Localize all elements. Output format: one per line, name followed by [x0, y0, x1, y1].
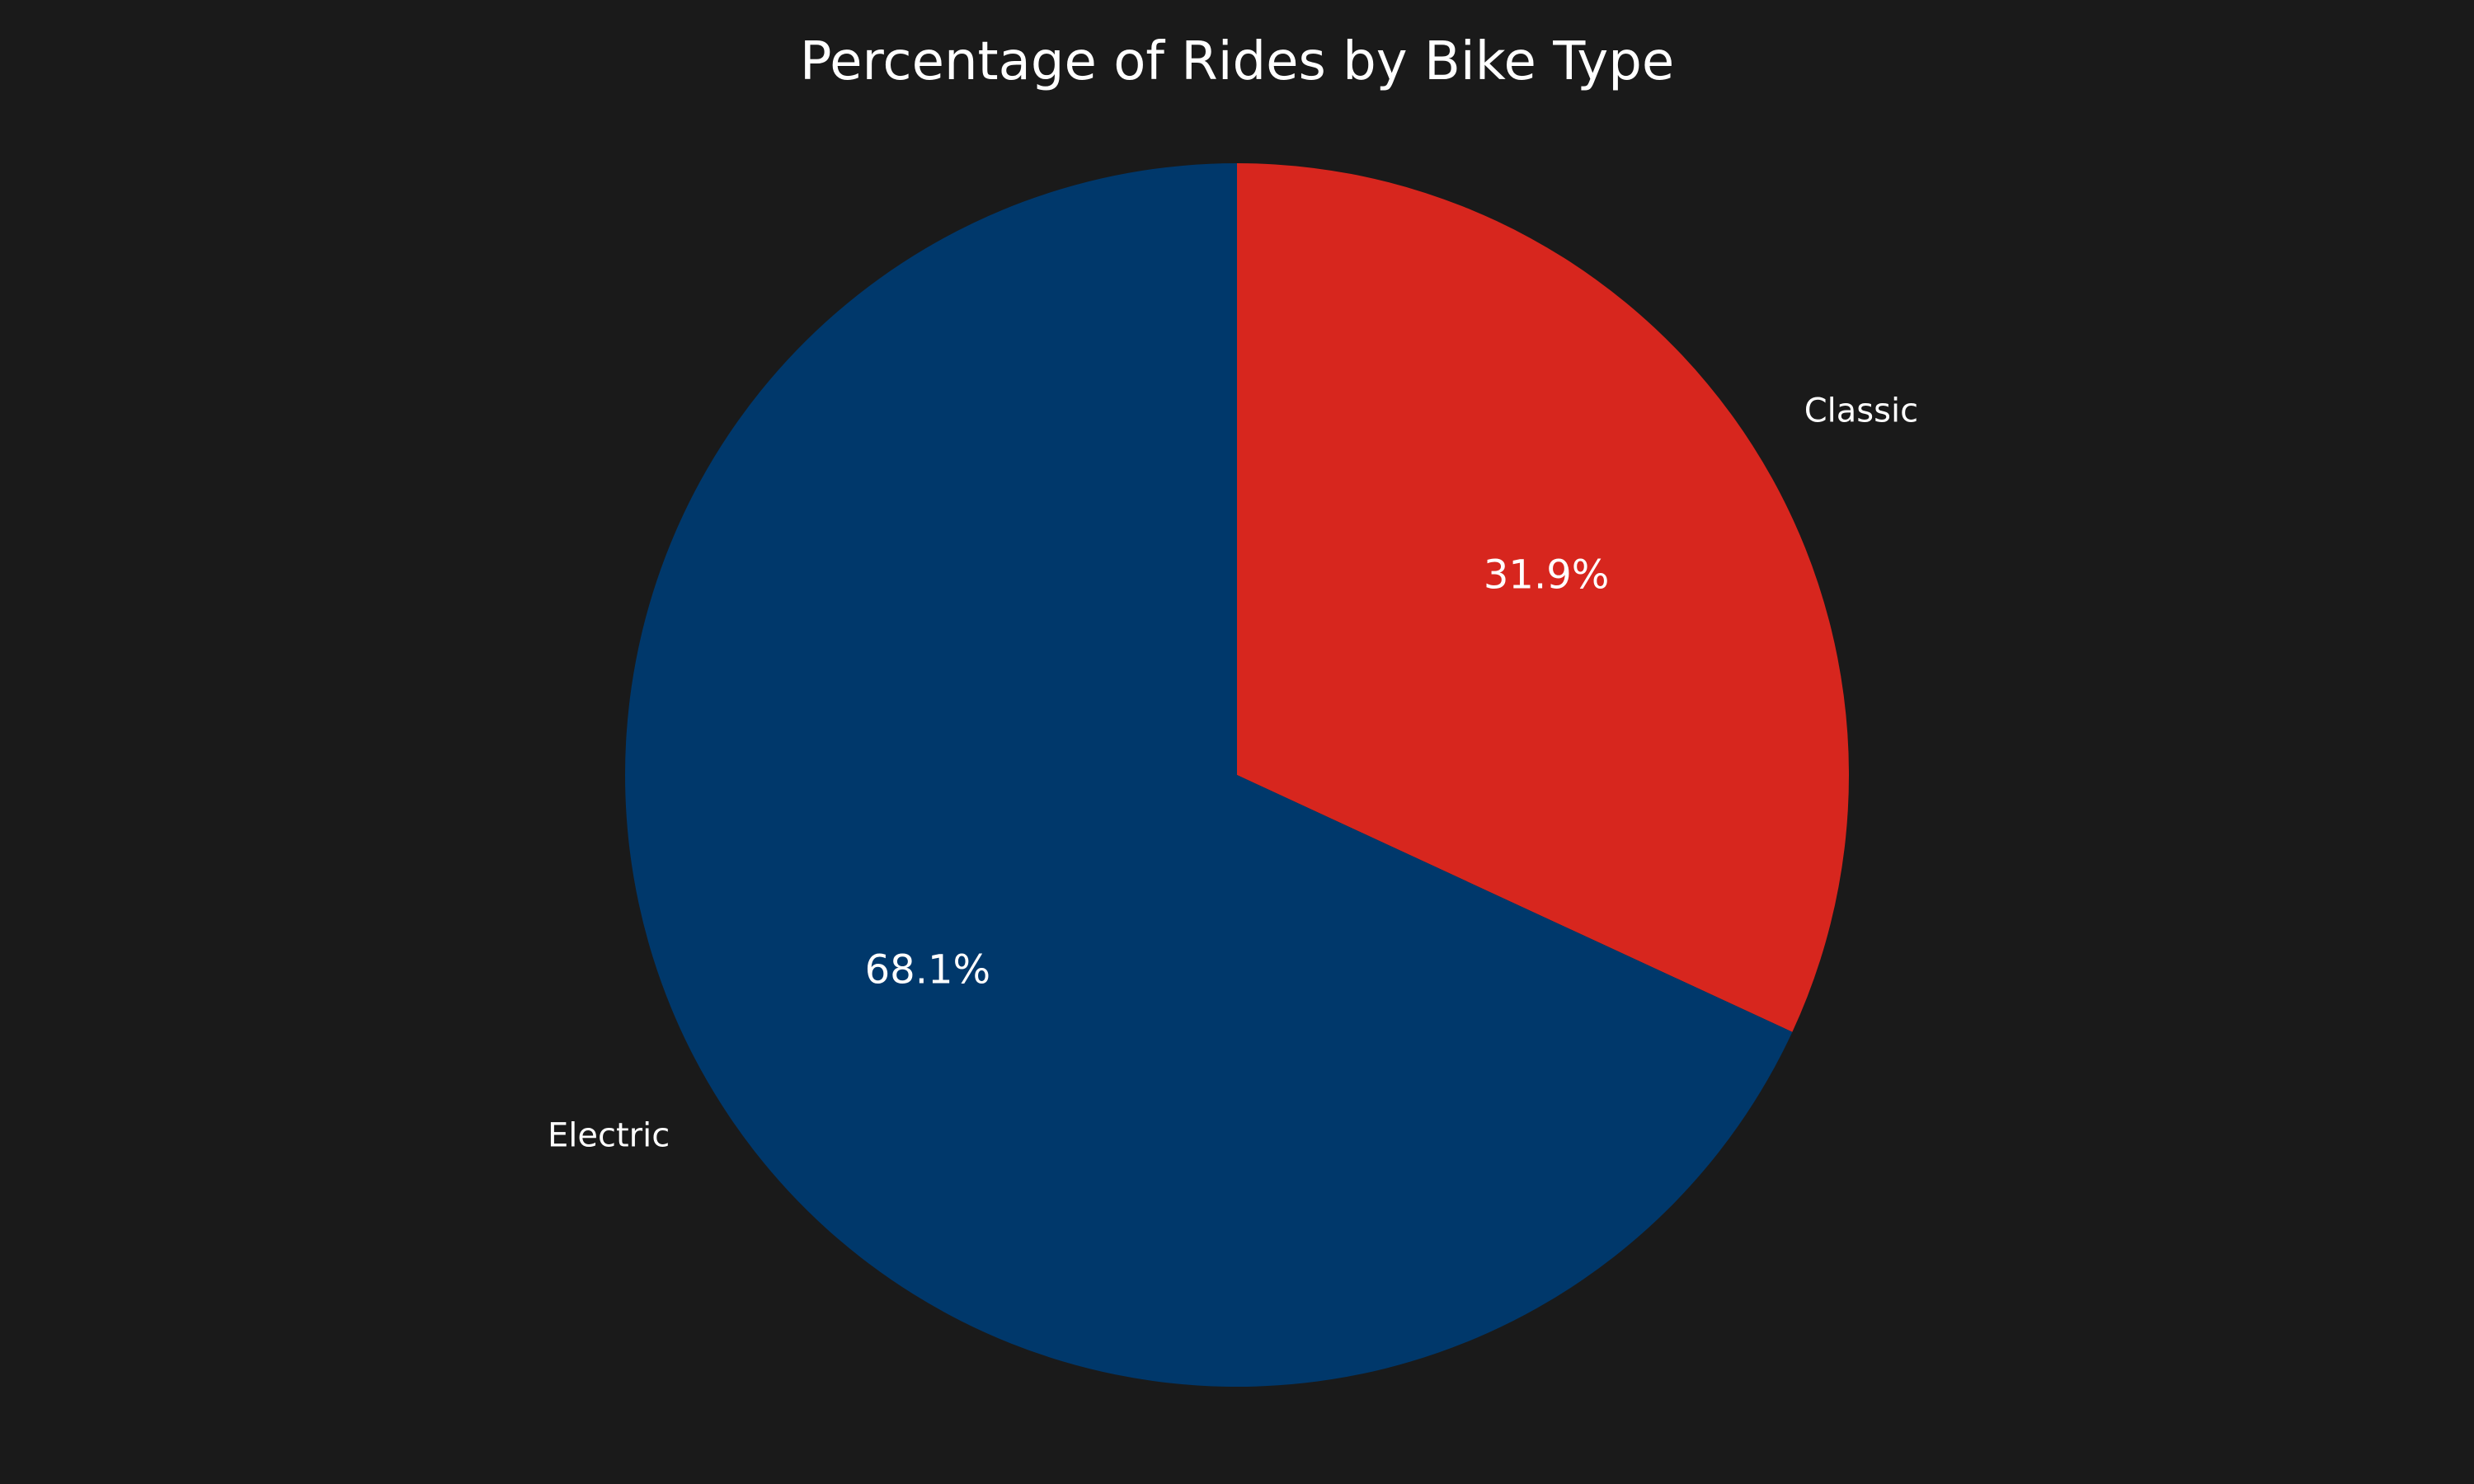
labels-layer: Classic 31.9% Electric 68.1% [548, 392, 1918, 1154]
slice-pct-classic: 31.9% [1484, 552, 1609, 598]
slice-label-electric: Electric [548, 1117, 670, 1155]
slice-label-classic: Classic [1804, 392, 1918, 430]
pie-slice-classic [1237, 163, 1849, 1032]
chart-title: Percentage of Rides by Bike Type [800, 31, 1674, 92]
slices-layer [624, 163, 1849, 1387]
slice-pct-electric: 68.1% [865, 947, 990, 993]
pie-slice-electric [624, 163, 1793, 1387]
